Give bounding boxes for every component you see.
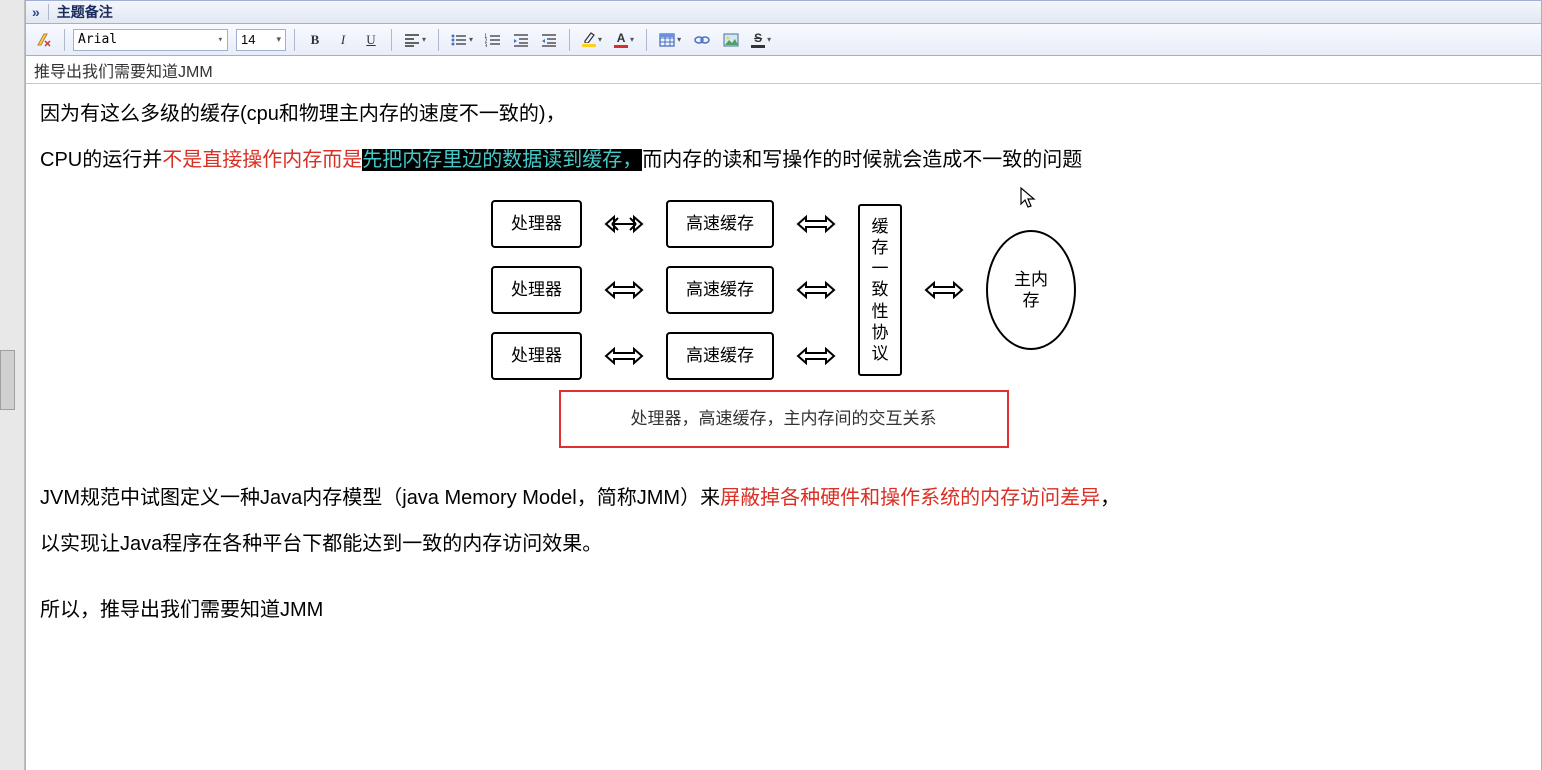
panel-titlebar: » 主题备注 (25, 0, 1542, 24)
diagram-container: 处理器 高速缓存 处理器 高速缓存 处理器 高速缓存 (40, 200, 1527, 380)
panel-title: 主题备注 (57, 2, 113, 22)
svg-text:3: 3 (485, 44, 488, 47)
font-color-button[interactable]: A ▾ (610, 28, 638, 52)
double-arrow-icon (796, 346, 836, 366)
dropdown-caret-icon: ▾ (218, 35, 223, 45)
dropdown-caret-icon: ▾ (469, 35, 473, 44)
highlight-color-swatch (582, 44, 596, 47)
cache-box: 高速缓存 (666, 200, 774, 248)
sidebar-collapse-handle[interactable] (0, 350, 15, 410)
main-memory-label-2: 存 (1023, 290, 1040, 311)
dropdown-caret-icon: ▾ (598, 35, 602, 44)
formatting-toolbar: Arial ▾ 14 ▾ B I U ▾ ▾ 123 (25, 24, 1542, 56)
processor-box: 处理器 (491, 200, 582, 248)
align-button[interactable]: ▾ (400, 28, 430, 52)
main-memory-ellipse: 主内 存 (986, 230, 1076, 350)
paragraph: 所以，推导出我们需要知道JMM (40, 590, 1527, 630)
double-arrow-icon (796, 214, 836, 234)
expand-chevron-icon[interactable]: » (32, 4, 40, 20)
main-area: » 主题备注 Arial ▾ 14 ▾ B I U ▾ ▾ 123 (25, 0, 1542, 770)
text-run: CPU的运行并 (40, 149, 162, 171)
highlight-color-button[interactable]: ▾ (578, 28, 606, 52)
double-arrow-icon (604, 214, 644, 234)
dropdown-caret-icon: ▾ (276, 34, 281, 45)
font-size-value: 14 (241, 32, 255, 47)
coherence-protocol-box: 缓存一致性协议 (858, 204, 902, 377)
diagram-row: 处理器 高速缓存 (491, 200, 836, 248)
toolbar-separator (646, 29, 647, 51)
paragraph: 因为有这么多级的缓存(cpu和物理主内存的速度不一致的)， (40, 94, 1527, 134)
processor-box: 处理器 (491, 266, 582, 314)
font-color-swatch (614, 45, 628, 48)
subject-field[interactable]: 推导出我们需要知道JMM (25, 56, 1542, 84)
double-arrow-icon (796, 280, 836, 300)
dropdown-caret-icon: ▾ (677, 35, 681, 44)
paragraph: JVM规范中试图定义一种Java内存模型（java Memory Model，简… (40, 478, 1527, 518)
dropdown-caret-icon: ▾ (422, 35, 426, 44)
cpu-cache-diagram: 处理器 高速缓存 处理器 高速缓存 处理器 高速缓存 (491, 200, 1076, 380)
double-arrow-icon (604, 280, 644, 300)
editor-content[interactable]: 因为有这么多级的缓存(cpu和物理主内存的速度不一致的)， CPU的运行并不是直… (25, 84, 1542, 770)
text-run: JVM规范中试图定义一种Java内存模型（java Memory Model，简… (40, 487, 720, 509)
toolbar-separator (391, 29, 392, 51)
dropdown-caret-icon: ▾ (767, 35, 771, 44)
insert-link-button[interactable] (689, 28, 715, 52)
numbered-list-button[interactable]: 123 (481, 28, 505, 52)
text-run-red: 不是直接操作内存而是 (162, 149, 362, 171)
italic-button[interactable]: I (331, 28, 355, 52)
divider (48, 4, 49, 20)
strike-underline (751, 45, 765, 48)
cache-box: 高速缓存 (666, 266, 774, 314)
cache-box: 高速缓存 (666, 332, 774, 380)
toolbar-separator (438, 29, 439, 51)
diagram-row: 处理器 高速缓存 (491, 266, 836, 314)
dropdown-caret-icon: ▾ (630, 35, 634, 44)
processor-box: 处理器 (491, 332, 582, 380)
double-arrow-icon (924, 280, 964, 300)
diagram-row: 处理器 高速缓存 (491, 332, 836, 380)
indent-button[interactable] (537, 28, 561, 52)
paragraph: 以实现让Java程序在各种平台下都能达到一致的内存访问效果。 (40, 524, 1527, 564)
bold-button[interactable]: B (303, 28, 327, 52)
font-size-select[interactable]: 14 ▾ (236, 29, 286, 51)
strikethrough-button[interactable]: S ▾ (747, 28, 775, 52)
left-sidebar (0, 0, 25, 770)
paragraph: CPU的运行并不是直接操作内存而是先把内存里边的数据读到缓存，而内存的读和写操作… (40, 140, 1527, 180)
mouse-cursor-icon (1020, 185, 1038, 225)
double-arrow-icon (604, 346, 644, 366)
clear-formatting-button[interactable] (32, 28, 56, 52)
underline-button[interactable]: U (359, 28, 383, 52)
diagram-caption: 处理器，高速缓存，主内存间的交互关系 (559, 390, 1009, 448)
font-family-value: Arial (78, 32, 117, 47)
text-run: ， (1100, 487, 1120, 509)
font-family-select[interactable]: Arial ▾ (73, 29, 228, 51)
toolbar-separator (294, 29, 295, 51)
outdent-button[interactable] (509, 28, 533, 52)
main-memory-label-1: 主内 (1014, 269, 1048, 290)
text-selection: 先把内存里边的数据读到缓存， (362, 149, 642, 171)
toolbar-separator (569, 29, 570, 51)
insert-table-button[interactable]: ▾ (655, 28, 685, 52)
insert-image-button[interactable] (719, 28, 743, 52)
subject-text: 推导出我们需要知道JMM (34, 58, 213, 82)
text-run: 而内存的读和写操作的时候就会造成不一致的问题 (642, 149, 1082, 171)
bullet-list-button[interactable]: ▾ (447, 28, 477, 52)
diagram-rows: 处理器 高速缓存 处理器 高速缓存 处理器 高速缓存 (491, 200, 836, 380)
toolbar-separator (64, 29, 65, 51)
text-run-red: 屏蔽掉各种硬件和操作系统的内存访问差异 (720, 487, 1100, 509)
